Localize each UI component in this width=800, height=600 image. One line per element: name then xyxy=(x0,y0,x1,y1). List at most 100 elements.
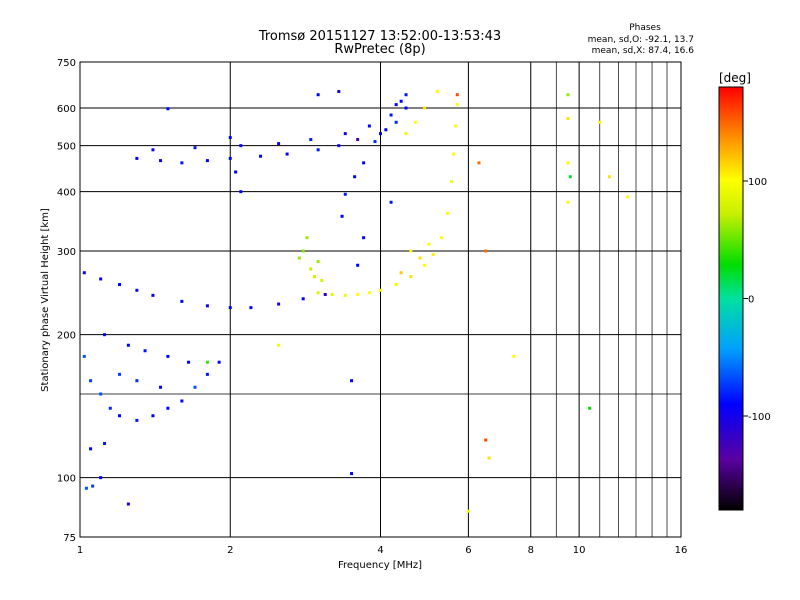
data-point xyxy=(305,236,309,240)
data-point xyxy=(118,283,122,287)
data-point xyxy=(118,372,122,376)
x-tick-label: 10 xyxy=(573,545,586,556)
data-point xyxy=(422,263,426,267)
data-point xyxy=(316,260,320,264)
data-point xyxy=(484,249,488,253)
data-point xyxy=(566,93,570,97)
data-point xyxy=(404,93,408,97)
data-point xyxy=(159,385,163,389)
data-point xyxy=(373,140,377,144)
data-point xyxy=(285,152,289,156)
data-point xyxy=(399,99,403,103)
data-point xyxy=(566,117,570,121)
data-point xyxy=(356,263,360,267)
data-point xyxy=(108,406,112,410)
y-tick-label: 100 xyxy=(57,474,76,485)
data-point xyxy=(193,385,197,389)
data-point xyxy=(89,379,93,383)
gridlines xyxy=(80,62,681,537)
data-point xyxy=(431,252,435,256)
data-point xyxy=(135,418,139,422)
y-tick-label: 300 xyxy=(57,247,76,258)
data-point xyxy=(362,236,366,240)
colorbar-gradient xyxy=(718,86,744,511)
data-point xyxy=(404,132,408,136)
data-point xyxy=(512,354,516,358)
data-point xyxy=(205,360,209,364)
data-point xyxy=(259,154,263,158)
data-point xyxy=(217,360,221,364)
x-tick-label: 6 xyxy=(465,545,471,556)
data-point xyxy=(277,142,281,146)
data-point xyxy=(159,159,163,163)
data-point xyxy=(316,291,320,295)
data-point xyxy=(316,93,320,97)
colorbar-tick-label: -100 xyxy=(748,412,771,423)
data-point xyxy=(205,159,209,163)
data-point xyxy=(330,292,334,296)
data-point xyxy=(337,90,341,94)
data-point xyxy=(297,256,301,260)
data-point xyxy=(422,106,426,110)
colorbar-ticks: 100 0 -100 xyxy=(743,177,771,423)
data-point xyxy=(487,456,491,460)
data-point xyxy=(312,275,316,279)
plot-area xyxy=(79,61,682,538)
x-tick-label: 4 xyxy=(377,545,383,556)
data-point xyxy=(135,288,139,292)
data-point xyxy=(143,349,147,353)
data-point xyxy=(566,161,570,165)
data-point xyxy=(135,379,139,383)
data-point xyxy=(323,292,327,296)
phase-x-stats: mean, sd,X: 87.4, 16.6 xyxy=(592,46,695,56)
data-point xyxy=(180,299,184,303)
data-point xyxy=(350,379,354,383)
data-point xyxy=(625,195,629,199)
chart-subtitle: RwPretec (8p) xyxy=(334,42,425,57)
data-point xyxy=(607,175,611,179)
data-point xyxy=(126,502,130,506)
data-point xyxy=(320,279,324,283)
data-point xyxy=(455,103,459,107)
x-axis-ticks: 1 2 4 6 8 10 16 xyxy=(77,545,688,556)
data-point xyxy=(389,200,393,204)
data-point xyxy=(277,302,281,306)
data-point xyxy=(350,472,354,476)
y-tick-label: 75 xyxy=(63,533,76,544)
data-point xyxy=(166,406,170,410)
data-point xyxy=(151,293,155,297)
data-point xyxy=(82,354,86,358)
x-axis-label: Frequency [MHz] xyxy=(338,560,422,571)
data-point xyxy=(99,277,103,281)
data-point xyxy=(91,484,95,488)
data-point xyxy=(343,293,347,297)
data-point xyxy=(340,214,344,218)
data-point xyxy=(193,146,197,150)
data-point xyxy=(343,192,347,196)
x-tick-label: 8 xyxy=(528,545,534,556)
x-tick-label: 16 xyxy=(675,545,688,556)
data-point xyxy=(484,438,488,442)
x-tick-label: 1 xyxy=(77,545,83,556)
data-point xyxy=(362,161,366,165)
y-axis-ticks: 75 100 200 300 400 500 600 750 xyxy=(57,58,76,544)
data-point xyxy=(277,343,281,347)
data-point xyxy=(126,343,130,347)
colorbar-tick-label: 100 xyxy=(748,177,767,188)
data-point xyxy=(82,271,86,275)
data-point xyxy=(234,170,238,174)
data-point xyxy=(394,103,398,107)
data-point xyxy=(84,486,88,490)
y-axis-label: Stationary phase Virtual Height [km] xyxy=(40,208,51,392)
data-point xyxy=(180,161,184,165)
colorbar: [deg] 100 0 -100 xyxy=(718,71,771,511)
y-tick-label: 500 xyxy=(57,142,76,153)
data-point xyxy=(466,509,470,513)
data-point xyxy=(309,138,313,142)
y-tick-label: 600 xyxy=(57,104,76,115)
data-point xyxy=(103,333,107,337)
data-point xyxy=(151,148,155,152)
colorbar-tick-label: 0 xyxy=(748,295,754,306)
data-point xyxy=(367,291,371,295)
